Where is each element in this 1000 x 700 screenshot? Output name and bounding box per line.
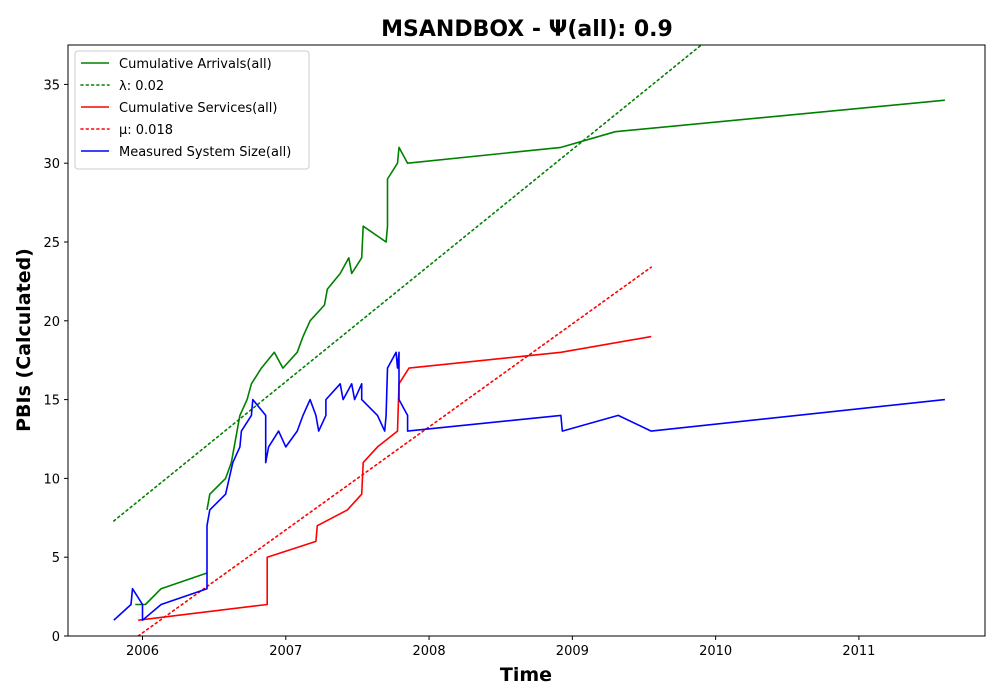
ticks: 2006 2007 2008 2009 2010 2011 0 5 10 15 20 25 30 35: [43, 78, 875, 659]
series-line-1: [135, 572, 208, 606]
legend-label: μ: 0.018: [119, 123, 173, 138]
y-tick-label: 15: [43, 394, 60, 409]
legend-label: Cumulative Arrivals(all): [119, 57, 272, 72]
y-tick-label: 10: [43, 472, 60, 487]
y-tick-label: 5: [52, 551, 60, 566]
y-tick-label: 0: [52, 630, 60, 645]
series-line-3: [138, 335, 652, 621]
x-tick-label: 2008: [413, 644, 446, 659]
x-tick-label: 2011: [842, 644, 875, 659]
x-tick-label: 2010: [699, 644, 732, 659]
series-line-5: [113, 351, 945, 621]
x-tick-label: 2009: [556, 644, 589, 659]
series-line-1-segment-2: [206, 99, 945, 511]
y-tick-label: 30: [43, 157, 60, 172]
legend-label: Measured System Size(all): [119, 145, 291, 160]
legend-box: [74, 50, 310, 170]
plot-area: [113, 45, 945, 636]
legend: Cumulative Arrivals(all) λ: 0.02 Cumulativ…: [74, 50, 310, 170]
series-line-4: [137, 266, 652, 636]
series-line-2: [113, 45, 703, 522]
legend-label: λ: 0.02: [119, 79, 164, 94]
y-axis-label: PBIs (Calculated): [13, 248, 35, 432]
x-axis-label: Time: [500, 664, 552, 686]
chart-title: MSANDBOX - Ψ(all): 0.9: [381, 17, 673, 42]
x-tick-label: 2007: [269, 644, 302, 659]
legend-label: Cumulative Services(all): [119, 101, 277, 116]
y-tick-label: 20: [43, 315, 60, 330]
y-tick-label: 35: [43, 78, 60, 93]
y-tick-label: 25: [43, 236, 60, 251]
x-tick-label: 2006: [126, 644, 159, 659]
axes-frame: [67, 44, 986, 637]
